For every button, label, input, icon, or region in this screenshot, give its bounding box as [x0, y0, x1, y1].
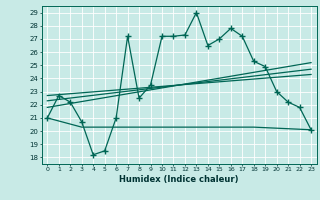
X-axis label: Humidex (Indice chaleur): Humidex (Indice chaleur) [119, 175, 239, 184]
